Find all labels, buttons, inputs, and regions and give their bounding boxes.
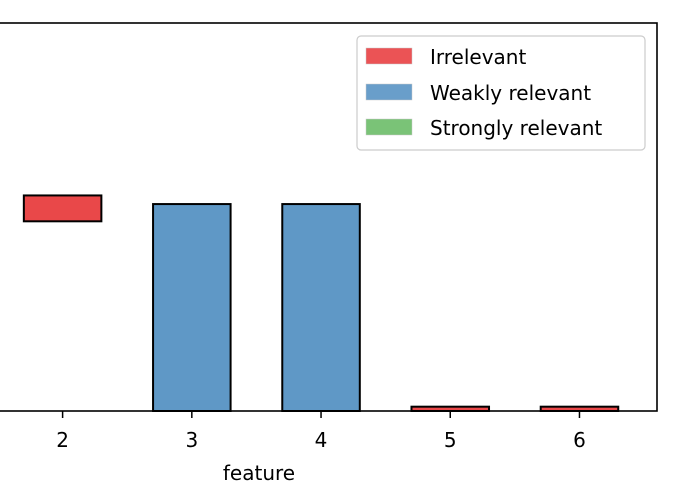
legend-label-weakly-relevant: Weakly relevant	[430, 81, 591, 105]
x-tick-label-3: 3	[185, 428, 198, 452]
legend-swatch-irrelevant	[365, 47, 413, 65]
x-tick-label-2: 2	[56, 428, 69, 452]
x-tick-label-6: 6	[573, 428, 586, 452]
x-axis-label: feature	[223, 461, 295, 485]
plot-frame	[0, 22, 658, 412]
x-tick-label-4: 4	[315, 428, 328, 452]
legend-label-strongly-relevant: Strongly relevant	[430, 116, 602, 140]
bar-feature-2	[22, 194, 103, 223]
x-ticks: 2 3 4 5 6	[56, 411, 586, 452]
bars-layer	[22, 194, 620, 413]
legend-swatch-strongly-relevant	[365, 118, 413, 136]
legend-swatch-weakly-relevant	[365, 83, 413, 101]
legend-frame	[356, 35, 646, 151]
legend-label-irrelevant: Irrelevant	[430, 45, 526, 69]
bar-feature-3	[152, 203, 232, 412]
bar-feature-4	[281, 203, 361, 412]
legend: Irrelevant Weakly relevant Strongly rele…	[356, 35, 646, 151]
x-tick-label-5: 5	[444, 428, 457, 452]
